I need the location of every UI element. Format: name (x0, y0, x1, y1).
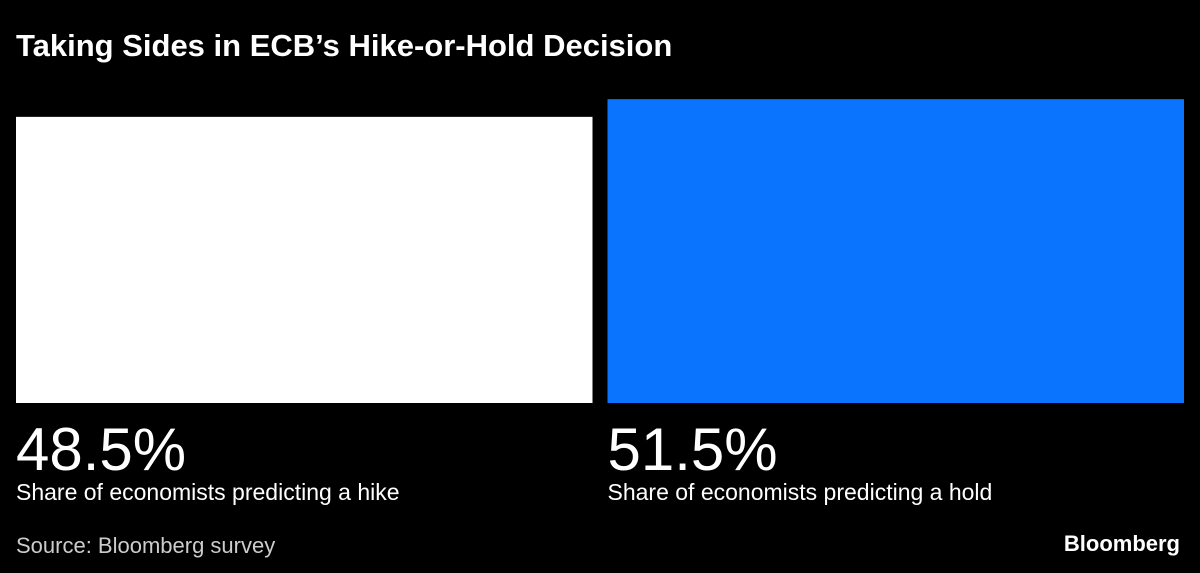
category-label: Share of economists predicting a hike (16, 479, 400, 505)
source: Source: Bloomberg survey (16, 533, 275, 558)
bar (16, 116, 593, 403)
value-label: 51.5% (608, 416, 778, 483)
value-label: 48.5% (16, 416, 186, 483)
brand-logo: Bloomberg (1064, 531, 1180, 556)
chart-title: Taking Sides in ECB’s Hike-or-Hold Decis… (16, 28, 672, 63)
category-label: Share of economists predicting a hold (608, 479, 993, 505)
bar (607, 99, 1184, 404)
